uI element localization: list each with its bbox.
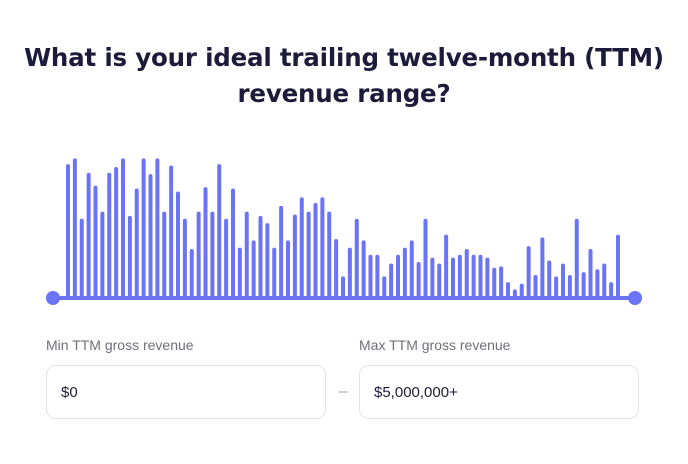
histogram-bar bbox=[224, 218, 229, 298]
histogram-bar bbox=[244, 211, 249, 298]
histogram-bar bbox=[609, 282, 614, 298]
histogram-bar bbox=[306, 211, 311, 298]
histogram-bar bbox=[299, 197, 304, 298]
histogram-bar bbox=[389, 263, 394, 298]
histogram-bar bbox=[251, 240, 256, 298]
histogram-bar bbox=[182, 218, 187, 298]
histogram-bar bbox=[574, 218, 579, 298]
histogram-bar bbox=[286, 240, 290, 298]
histogram-bar bbox=[169, 165, 174, 298]
histogram-bar bbox=[602, 263, 607, 298]
histogram-bar bbox=[265, 223, 270, 298]
histogram-bar bbox=[554, 276, 559, 298]
question-title: What is your ideal trailing twelve-month… bbox=[0, 40, 688, 112]
histogram-bar bbox=[100, 211, 105, 298]
histogram-bar bbox=[368, 254, 373, 298]
histogram-bar bbox=[430, 257, 435, 298]
max-revenue-input[interactable] bbox=[359, 365, 639, 419]
histogram-bar bbox=[162, 211, 167, 298]
histogram-bar bbox=[155, 158, 160, 298]
slider-track[interactable] bbox=[53, 296, 635, 300]
histogram-bar bbox=[334, 238, 339, 298]
histogram-bar bbox=[203, 187, 208, 298]
histogram-bar bbox=[347, 247, 352, 298]
histogram-bar bbox=[354, 218, 359, 298]
histogram-bar bbox=[114, 166, 119, 298]
histogram-bar bbox=[499, 266, 504, 298]
histogram-bar bbox=[279, 205, 284, 298]
histogram-bar bbox=[189, 249, 194, 298]
histogram-bar bbox=[402, 247, 407, 298]
histogram-bar bbox=[127, 215, 132, 298]
histogram-bar bbox=[196, 211, 201, 298]
slider-min-handle[interactable] bbox=[46, 291, 60, 305]
slider-max-handle[interactable] bbox=[628, 291, 642, 305]
histogram-bar bbox=[210, 211, 215, 298]
question-title-line-2: revenue range? bbox=[237, 79, 451, 108]
histogram-bar bbox=[86, 172, 91, 298]
histogram-bar bbox=[492, 267, 497, 298]
histogram-bar bbox=[107, 172, 112, 298]
histogram-bar bbox=[471, 254, 476, 298]
histogram-bar bbox=[361, 240, 366, 298]
histogram-bar bbox=[79, 218, 84, 298]
range-separator: – bbox=[338, 383, 348, 400]
histogram-bar bbox=[533, 274, 538, 298]
histogram-bar bbox=[457, 254, 462, 298]
histogram-bar bbox=[595, 269, 600, 298]
histogram-bar bbox=[258, 215, 263, 298]
histogram-bar bbox=[540, 237, 545, 298]
histogram-bar bbox=[148, 174, 153, 298]
min-revenue-label: Min TTM gross revenue bbox=[46, 337, 194, 353]
histogram-bar bbox=[547, 260, 552, 298]
max-revenue-label: Max TTM gross revenue bbox=[359, 337, 511, 353]
histogram-bar bbox=[616, 234, 620, 298]
histogram-bar bbox=[519, 283, 524, 298]
histogram-bar bbox=[464, 249, 469, 298]
histogram-bar bbox=[176, 191, 180, 298]
histogram-bar bbox=[526, 246, 531, 298]
histogram-bar bbox=[506, 282, 510, 298]
histogram-bar bbox=[66, 164, 70, 298]
histogram-bar bbox=[561, 263, 565, 298]
histogram-bar bbox=[567, 274, 572, 298]
histogram-bar bbox=[272, 247, 277, 298]
histogram-bar bbox=[588, 249, 593, 298]
histogram-bar bbox=[141, 158, 146, 298]
histogram-bar bbox=[72, 158, 77, 298]
histogram-bar bbox=[237, 247, 242, 298]
histogram-bar bbox=[134, 188, 139, 298]
histogram-bar bbox=[444, 234, 449, 298]
histogram-bar bbox=[437, 263, 442, 298]
histogram-bar bbox=[581, 272, 586, 298]
histogram-bar bbox=[320, 197, 325, 298]
histogram-bar bbox=[375, 254, 380, 298]
histogram-bar bbox=[121, 158, 125, 298]
revenue-distribution-histogram bbox=[66, 158, 620, 298]
histogram-bar bbox=[416, 262, 421, 298]
histogram-bar bbox=[341, 276, 345, 298]
histogram-bar bbox=[478, 254, 483, 298]
histogram-bar bbox=[382, 276, 387, 298]
histogram-bar bbox=[217, 164, 222, 298]
min-revenue-input[interactable] bbox=[46, 365, 326, 419]
histogram-bar bbox=[451, 257, 455, 298]
histogram-bar bbox=[231, 188, 235, 298]
histogram-bar bbox=[292, 214, 297, 298]
histogram-bar bbox=[423, 218, 428, 298]
histogram-bar bbox=[396, 254, 400, 298]
histogram-bar bbox=[313, 202, 318, 298]
revenue-range-slider[interactable] bbox=[44, 288, 644, 308]
histogram-bar bbox=[93, 185, 98, 298]
histogram-bar bbox=[485, 257, 490, 298]
histogram-bar bbox=[512, 289, 517, 298]
histogram-bar bbox=[409, 240, 414, 298]
histogram-bar bbox=[327, 211, 332, 298]
question-title-line-1: What is your ideal trailing twelve-month… bbox=[24, 43, 664, 72]
